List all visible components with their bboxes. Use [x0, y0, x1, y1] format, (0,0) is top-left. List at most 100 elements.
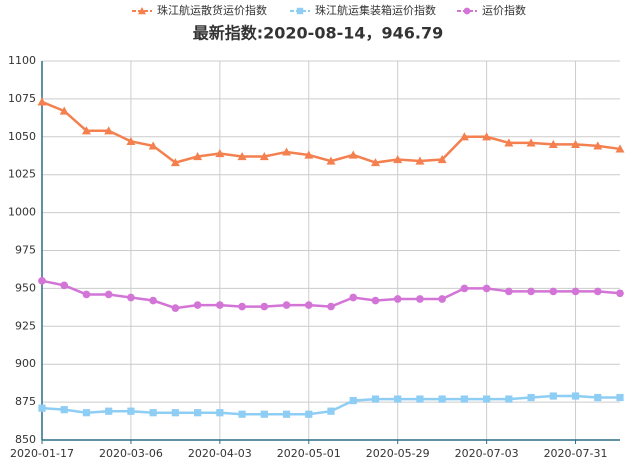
x-tick-label: 2020-04-03: [188, 447, 252, 460]
point: [394, 395, 402, 403]
point: [282, 410, 291, 418]
x-tick-label: 2020-01-17: [10, 447, 74, 460]
point: [349, 396, 357, 405]
point: [282, 147, 292, 156]
point: [393, 295, 402, 303]
point: [504, 138, 514, 147]
point: [526, 138, 536, 147]
point: [438, 295, 446, 303]
point: [593, 287, 602, 296]
point: [593, 141, 603, 150]
legend-label: 运价指数: [482, 3, 526, 17]
x-tick-label: 2020-05-29: [366, 447, 430, 460]
point: [438, 395, 446, 403]
point: [304, 150, 314, 159]
legend-icon-marker: [138, 7, 146, 15]
legend-icon-marker: [296, 7, 304, 15]
point: [126, 136, 136, 145]
y-tick-label: 1000: [8, 206, 36, 219]
point: [171, 409, 179, 417]
y-tick-label: 1050: [8, 130, 36, 143]
point: [483, 395, 491, 403]
y-tick-label: 1025: [8, 168, 36, 181]
point: [37, 97, 47, 106]
point: [149, 296, 157, 305]
series-line: [41, 100, 621, 164]
legend-icon-marker: [463, 7, 471, 15]
point: [505, 287, 513, 296]
point: [482, 284, 491, 293]
y-tick-label: 850: [15, 433, 36, 446]
point: [304, 301, 313, 309]
point: [370, 158, 380, 167]
point: [460, 284, 469, 293]
point: [505, 395, 513, 403]
x-tick-label: 2020-05-01: [277, 447, 341, 460]
point: [527, 287, 535, 296]
point: [548, 139, 558, 148]
point: [571, 392, 580, 400]
x-tick-label: 2020-07-31: [544, 447, 608, 460]
point: [193, 301, 202, 309]
point: [82, 409, 91, 417]
y-tick-label: 900: [15, 357, 36, 370]
point: [127, 293, 135, 302]
point: [170, 158, 180, 167]
point: [127, 407, 135, 415]
point: [327, 302, 335, 311]
y-tick-label: 875: [15, 395, 36, 408]
point: [327, 407, 335, 415]
point: [326, 156, 336, 165]
point: [393, 155, 403, 164]
point: [238, 410, 246, 418]
legend-label: 珠江航运集装箱运价指数: [315, 3, 436, 17]
point: [571, 287, 580, 296]
x-tick-label: 2020-03-06: [99, 447, 163, 460]
point: [305, 410, 313, 418]
point: [594, 393, 602, 402]
point: [616, 289, 624, 298]
y-tick-label: 950: [15, 281, 36, 294]
point: [259, 152, 269, 161]
point: [349, 293, 358, 302]
point: [437, 155, 447, 164]
point: [82, 290, 91, 299]
y-tick-label: 1075: [8, 92, 36, 105]
point: [549, 392, 557, 400]
point: [215, 148, 225, 158]
point: [460, 395, 468, 403]
point: [216, 301, 224, 309]
point: [549, 287, 558, 296]
x-tick-label: 2020-07-03: [455, 447, 519, 460]
point: [60, 406, 68, 414]
point: [104, 290, 113, 299]
point: [260, 302, 269, 311]
point: [348, 150, 358, 159]
y-tick-label: 975: [15, 244, 36, 257]
point: [60, 281, 69, 290]
point: [104, 126, 114, 135]
legend-label: 珠江航运散货运价指数: [157, 3, 267, 17]
y-tick-label: 1100: [8, 54, 36, 67]
point: [415, 156, 425, 165]
point: [615, 144, 625, 153]
y-tick-label: 925: [15, 319, 36, 332]
point: [416, 395, 424, 403]
point: [571, 139, 581, 148]
point: [371, 395, 380, 403]
point: [38, 404, 46, 412]
point: [527, 393, 535, 402]
point: [371, 296, 380, 305]
point: [459, 132, 469, 141]
point: [59, 106, 69, 115]
point: [216, 409, 224, 417]
point: [193, 152, 203, 161]
point: [105, 407, 113, 415]
point: [81, 126, 91, 135]
point: [616, 393, 624, 402]
point: [194, 409, 202, 417]
point: [149, 409, 157, 417]
point: [171, 304, 180, 312]
point: [38, 276, 46, 285]
